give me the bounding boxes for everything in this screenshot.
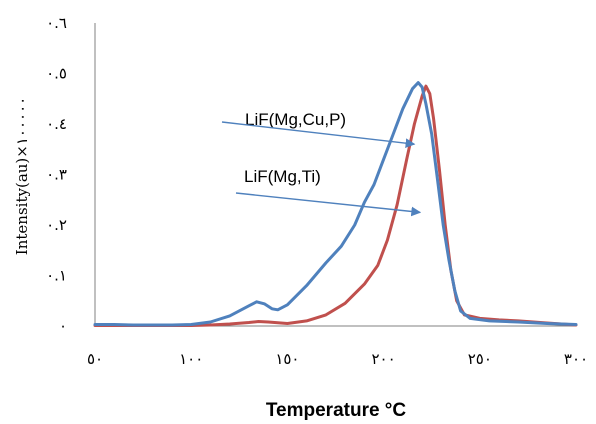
x-tick-label: ٢٥٠ bbox=[468, 350, 492, 368]
annotation-arrow bbox=[235, 192, 422, 217]
y-tick-label: ٠.٦ bbox=[46, 14, 67, 32]
y-tick-label: ٠.٥ bbox=[46, 65, 67, 83]
annotation-label: LiF(Mg,Cu,P) bbox=[245, 110, 346, 129]
x-tick-labels: ٥٠ ١٠٠ ١٥٠ ٢٠٠ ٢٥٠ ٣٠٠ bbox=[87, 350, 588, 368]
y-tick-label: ٠.٢ bbox=[46, 216, 67, 234]
y-tick-labels: ٠ ٠.١ ٠.٢ ٠.٣ ٠.٤ ٠.٥ ٠.٦ bbox=[46, 14, 67, 335]
series-layer bbox=[93, 81, 578, 327]
y-axis-title: Intensity(au)×١٠٠٠٠٠ bbox=[13, 97, 31, 255]
x-tick-label: ٣٠٠ bbox=[564, 350, 588, 368]
series-line bbox=[93, 81, 578, 327]
y-tick-label: ٠ bbox=[59, 317, 67, 335]
plot-area bbox=[94, 23, 576, 327]
annotation-arrow bbox=[221, 121, 416, 149]
x-tick-label: ٥٠ bbox=[87, 350, 103, 368]
x-tick-label: ١٥٠ bbox=[275, 350, 299, 368]
annotation-layer: LiF(Mg,Cu,P) LiF(Mg,Ti) bbox=[221, 110, 422, 217]
y-tick-label: ٠.٤ bbox=[46, 115, 67, 133]
y-tick-label: ٠.١ bbox=[46, 267, 67, 285]
y-tick-label: ٠.٣ bbox=[46, 166, 67, 184]
x-tick-label: ١٠٠ bbox=[179, 350, 203, 368]
x-tick-label: ٢٠٠ bbox=[372, 350, 396, 368]
annotation-label: LiF(Mg,Ti) bbox=[244, 167, 321, 186]
x-axis-title: Temperature °C bbox=[266, 400, 407, 421]
